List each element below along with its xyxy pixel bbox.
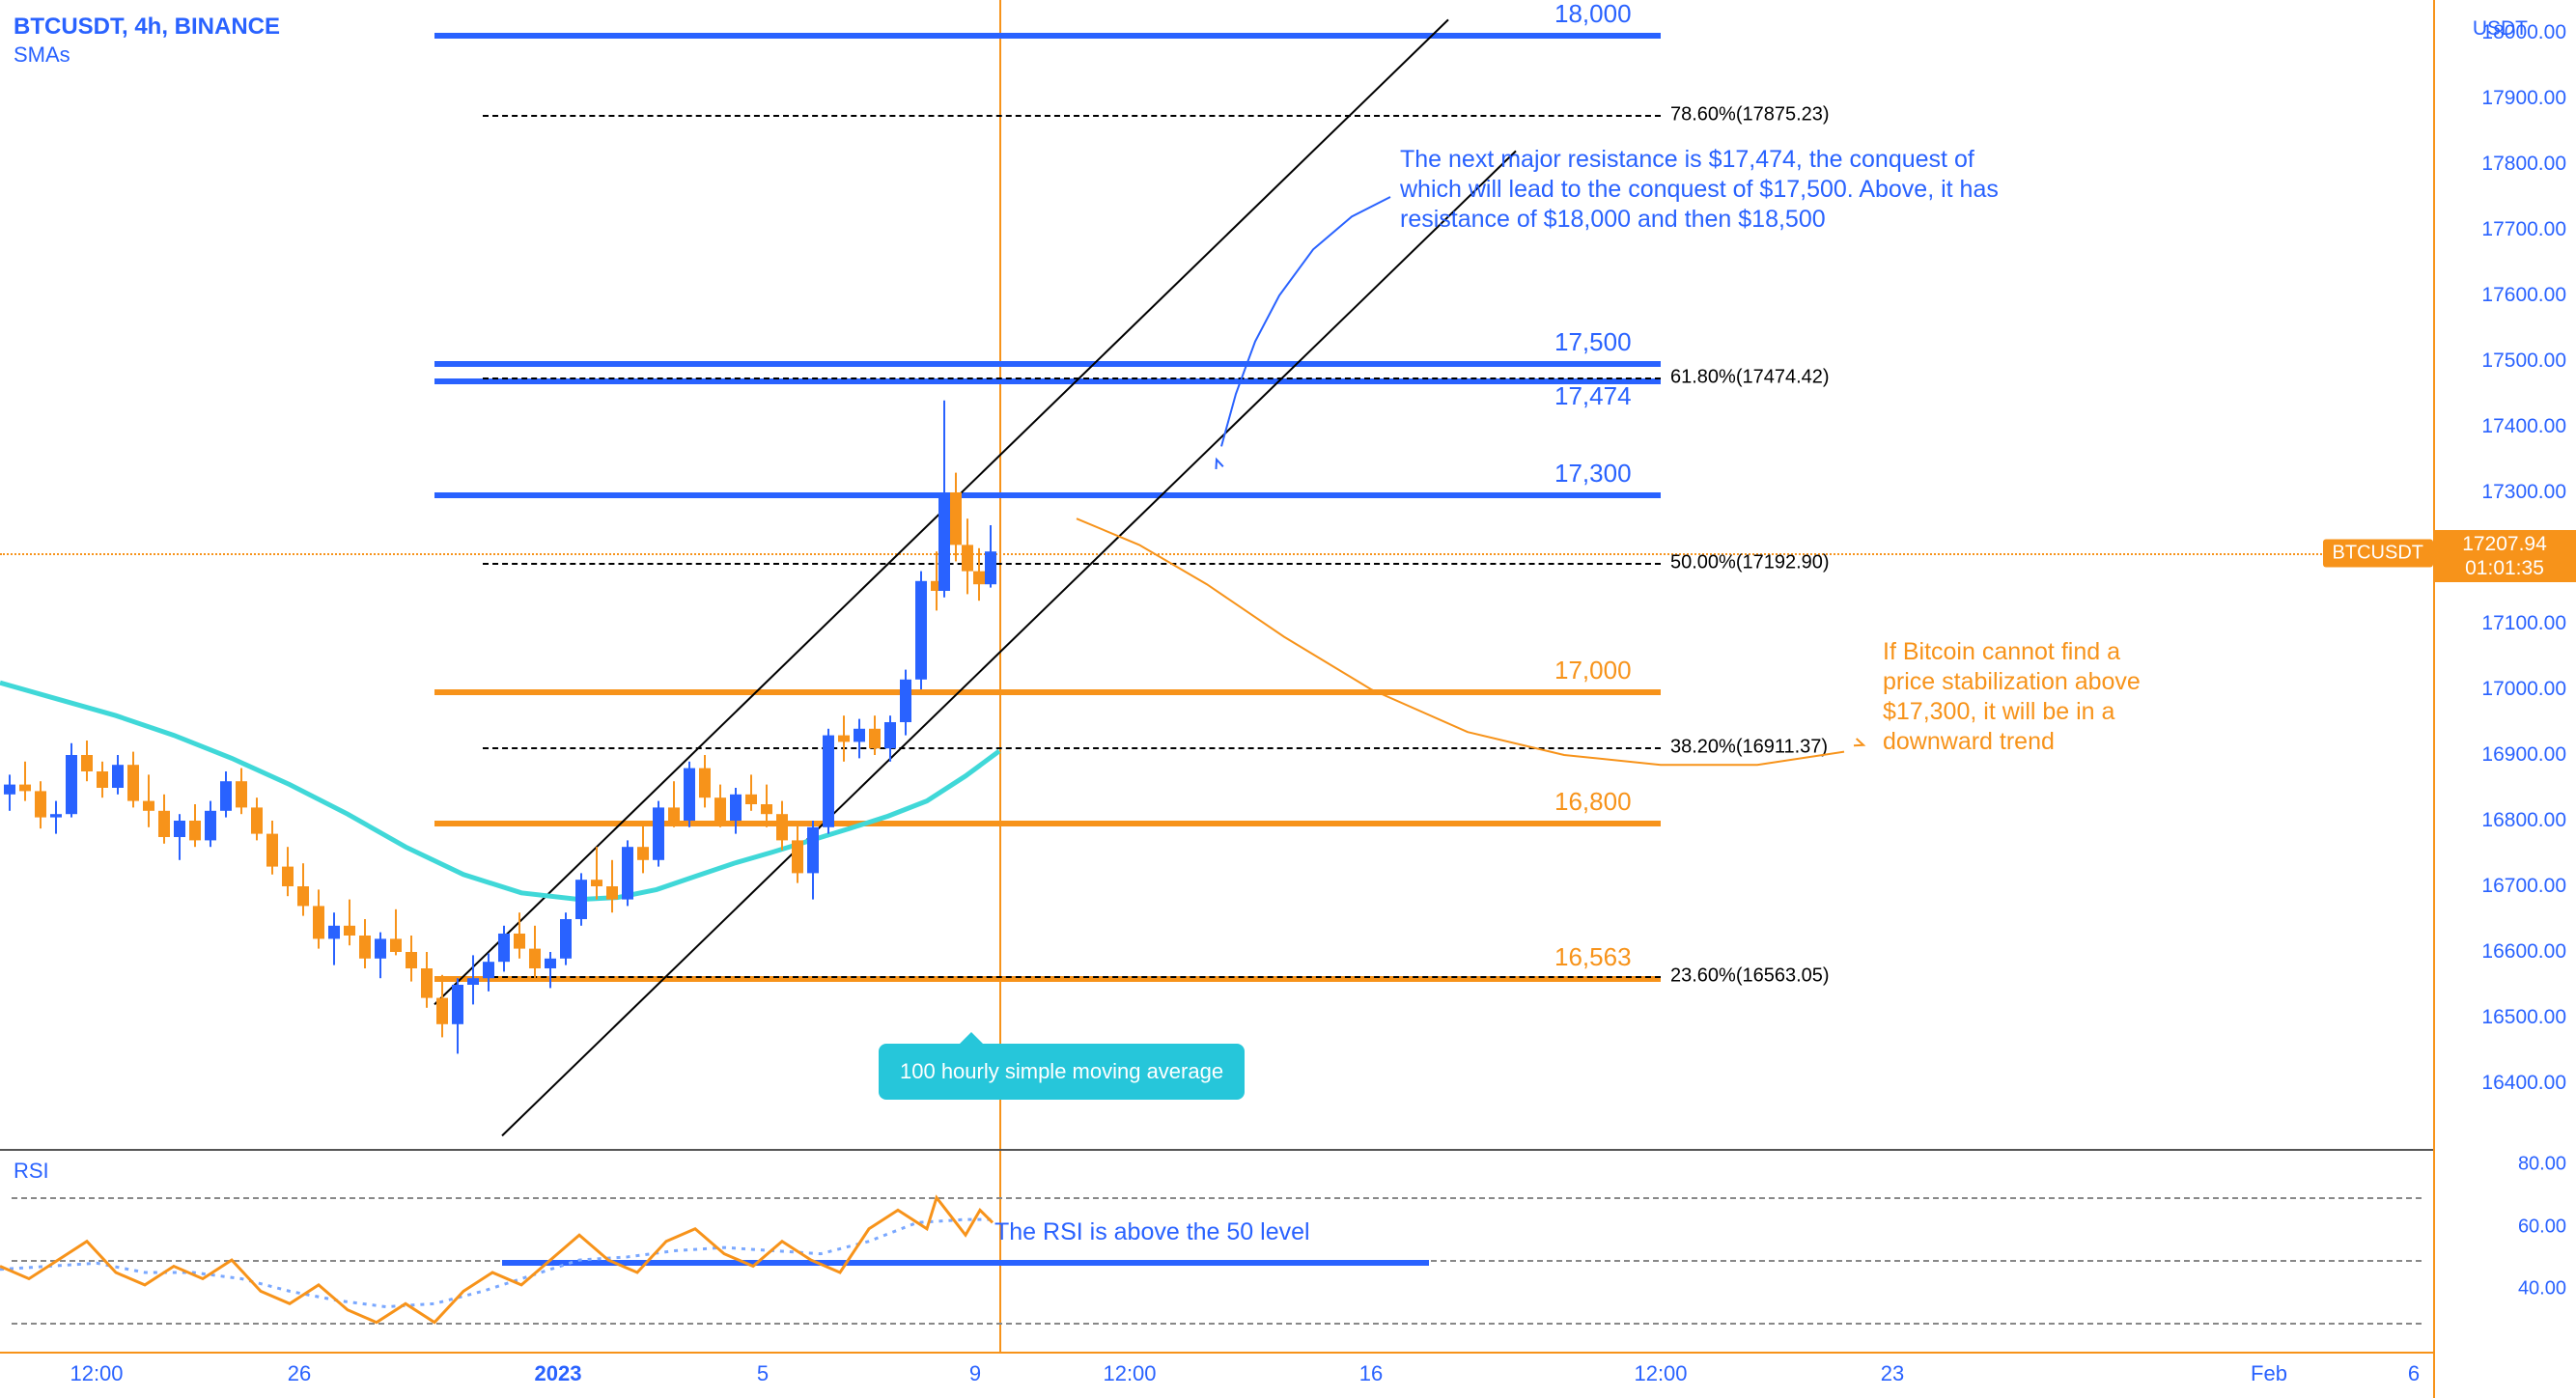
fib-line — [483, 563, 1661, 565]
rsi-ytick: 60.00 — [2518, 1216, 2566, 1238]
price-level-line — [434, 492, 1661, 498]
rsi-pane[interactable]: RSI The RSI is above the 50 level — [0, 1149, 2433, 1352]
fib-line — [483, 115, 1661, 117]
xtick: 6 — [2408, 1361, 2420, 1386]
rsi-ytick: 40.00 — [2518, 1278, 2566, 1300]
annotation-resistance: The next major resistance is $17,474, th… — [1400, 145, 1999, 236]
ytick: 17000.00 — [2481, 678, 2566, 701]
price-level-label: 16,563 — [1554, 942, 1632, 972]
price-y-axis: USDT 18000.0017900.0017800.0017700.00176… — [2433, 0, 2576, 1398]
xtick: 23 — [1881, 1361, 1904, 1386]
ytick: 16400.00 — [2481, 1072, 2566, 1095]
x-axis: 12:00 26 2023 5 9 12:00 16 12:00 23 Feb 6 — [0, 1352, 2433, 1398]
sma-callout: 100 hourly simple moving average — [879, 1044, 1245, 1100]
price-level-label: 16,800 — [1554, 787, 1632, 817]
ytick: 17900.00 — [2481, 87, 2566, 110]
ytick: 18000.00 — [2481, 21, 2566, 44]
ytick: 17500.00 — [2481, 350, 2566, 373]
fib-label: 23.60%(16563.05) — [1670, 965, 1830, 988]
rsi-annotation: The RSI is above the 50 level — [994, 1218, 1310, 1246]
ytick: 17400.00 — [2481, 415, 2566, 438]
price-level-line — [434, 361, 1661, 367]
rsi-band-line — [12, 1197, 2422, 1199]
chart-title: BTCUSDT, 4h, BINANCE — [14, 14, 280, 41]
xtick: 5 — [757, 1361, 769, 1386]
ytick: 17600.00 — [2481, 284, 2566, 307]
price-level-line — [434, 821, 1661, 826]
rsi-50-line — [502, 1260, 1429, 1266]
rsi-title: RSI — [14, 1159, 49, 1184]
fib-label: 38.20%(16911.37) — [1670, 737, 1828, 759]
chart-subtitle: SMAs — [14, 42, 70, 68]
xtick: 12:00 — [1103, 1361, 1156, 1386]
price-level-label: 17,474 — [1554, 381, 1632, 411]
xtick: 16 — [1359, 1361, 1383, 1386]
rsi-ytick: 80.00 — [2518, 1154, 2566, 1176]
price-level-label: 18,000 — [1554, 0, 1632, 29]
ytick: 16700.00 — [2481, 875, 2566, 898]
price-level-line — [434, 689, 1661, 695]
xtick: 26 — [288, 1361, 311, 1386]
fib-line — [483, 976, 1661, 978]
xtick: 2023 — [535, 1361, 582, 1386]
fib-label: 50.00%(17192.90) — [1670, 551, 1830, 573]
price-level-line — [434, 33, 1661, 39]
xtick: 9 — [969, 1361, 981, 1386]
xtick: Feb — [2251, 1361, 2287, 1386]
symbol-badge: BTCUSDT — [2323, 539, 2433, 567]
fib-label: 61.80%(17474.42) — [1670, 367, 1830, 389]
ytick: 16900.00 — [2481, 743, 2566, 767]
ytick: 16800.00 — [2481, 809, 2566, 832]
ytick: 16500.00 — [2481, 1006, 2566, 1029]
rsi-band-line — [12, 1323, 2422, 1325]
ytick: 16600.00 — [2481, 940, 2566, 964]
ytick: 17700.00 — [2481, 218, 2566, 241]
ytick: 17800.00 — [2481, 153, 2566, 176]
current-price-line — [0, 553, 2433, 555]
xtick: 12:00 — [1634, 1361, 1687, 1386]
annotation-downtrend: If Bitcoin cannot find a price stabiliza… — [1883, 637, 2141, 758]
fib-label: 78.60%(17875.23) — [1670, 103, 1830, 126]
current-price-badge: 17207.9401:01:35 — [2433, 530, 2576, 582]
price-level-label: 17,500 — [1554, 327, 1632, 357]
fib-line — [483, 377, 1661, 379]
ytick: 17300.00 — [2481, 481, 2566, 504]
price-level-label: 17,000 — [1554, 656, 1632, 685]
fib-line — [483, 747, 1661, 749]
xtick: 12:00 — [70, 1361, 123, 1386]
ytick: 17100.00 — [2481, 612, 2566, 635]
price-level-label: 17,300 — [1554, 459, 1632, 489]
